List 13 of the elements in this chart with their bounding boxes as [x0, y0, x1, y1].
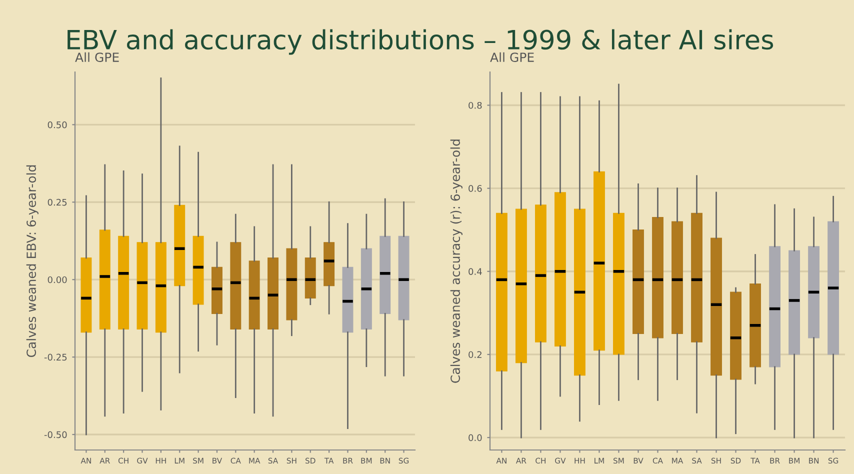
y-tick-label: 0.0 [468, 434, 482, 442]
y-axis-title: Calves weaned accuracy (r): 6-year-old [450, 140, 462, 383]
y-tick-label: -0.25 [44, 354, 67, 361]
y-tick-label: 0.25 [48, 198, 67, 206]
y-tick-label: 0.2 [468, 351, 482, 358]
y-tick-label: -0.50 [44, 431, 67, 438]
chart-subtitle: All GPE [490, 52, 534, 62]
y-tick-label: 0.6 [468, 185, 482, 192]
y-tick-label: 0.50 [48, 121, 67, 128]
y-tick-label: 0.8 [468, 102, 482, 109]
y-tick-label: 0.00 [48, 276, 67, 284]
y-tick-label: 0.4 [468, 268, 482, 275]
y-axis-title: Calves weaned EBV: 6-year-old [26, 165, 38, 358]
